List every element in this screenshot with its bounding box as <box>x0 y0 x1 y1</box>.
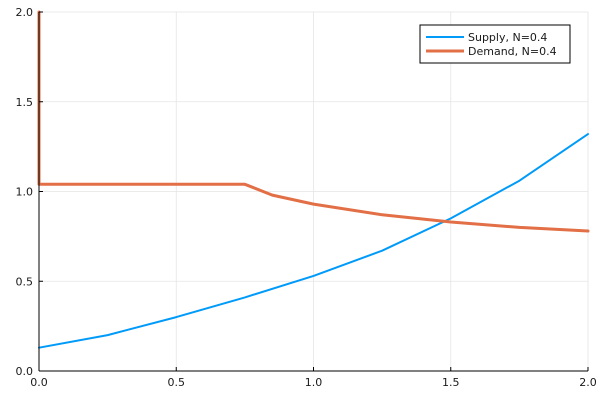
y-tick-label: 2.0 <box>16 6 34 19</box>
series-line-1 <box>37 10 590 233</box>
axes <box>38 11 589 372</box>
x-tick-label: 0.5 <box>168 376 186 389</box>
legend-box <box>419 24 571 64</box>
legend-label-1: Demand, N=0.4 <box>468 45 557 58</box>
grid <box>38 11 589 372</box>
legend-label-0: Supply, N=0.4 <box>468 31 547 44</box>
x-tick-label: 2.0 <box>579 376 597 389</box>
x-tick-label: 0.0 <box>30 376 48 389</box>
x-tick-label: 1.0 <box>305 376 323 389</box>
y-tick-label: 1.0 <box>16 186 34 199</box>
series-line-0 <box>38 133 589 349</box>
y-tick-label: 0.5 <box>16 275 34 288</box>
y-tick-label: 1.5 <box>16 96 34 109</box>
series-lines <box>37 10 590 349</box>
y-tick-label: 0.0 <box>16 365 34 378</box>
x-tick-label: 1.5 <box>442 376 460 389</box>
tick-labels: 0.0 0.5 1.0 1.5 2.0 0.0 0.5 1.0 1.5 2.0 <box>16 6 597 389</box>
